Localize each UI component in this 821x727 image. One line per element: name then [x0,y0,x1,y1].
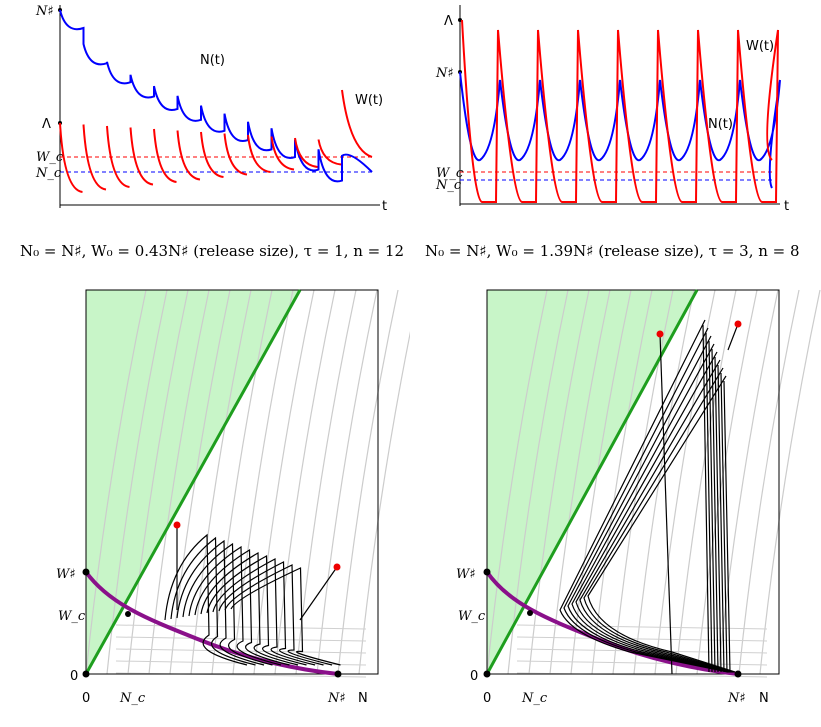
start-point [656,330,664,338]
n-series-line [59,9,373,183]
y-tick-zero: 0 [70,669,78,684]
x-tick-zero: 0 [82,691,90,706]
tick-label-lambda: Λ [42,117,51,132]
boundary-line [84,289,302,675]
release-segment [727,323,739,351]
top-left-chart: N♯ Λ W_c N_c t N(t) W(t) [35,4,387,214]
x-tick-nsharp: N♯ [327,691,346,706]
start-point [734,320,742,328]
tick-label-nsharp: N♯ [35,4,54,19]
x-axis-label: N [358,691,368,706]
w-series-label: W(t) [355,93,383,108]
n-series-label: N(t) [708,117,733,132]
n-series-label: N(t) [200,53,225,68]
bottom-right-phase-portrait: W♯ W_c 0 0 N_c N♯ N [456,289,821,706]
release-segment [659,333,673,675]
tick-label-nsharp: N♯ [435,66,454,81]
equilibrium-point [334,670,342,678]
tick-label-wc: W_c [436,166,464,181]
w-series-line [461,19,779,203]
caption-left: N₀ = N♯, W₀ = 0.43N♯ (release size), τ =… [20,242,405,260]
y-tick-wc: W_c [458,609,486,624]
tick-label-nc: N_c [35,166,62,181]
x-tick-nc: N_c [119,691,146,706]
bottom-left-phase-portrait: W♯ W_c 0 0 N_c N♯ N [56,289,410,706]
boundary-line [485,289,699,675]
y-tick-wsharp: W♯ [456,567,476,582]
equilibrium-point [82,568,90,576]
trajectories [164,533,341,666]
equilibrium-point [82,670,90,678]
equilibrium-point [125,611,131,617]
top-right-chart: Λ N♯ W_c N_c t N(t) W(t) [435,5,789,214]
w-series-line [59,89,373,193]
x-axis-label: t [784,199,789,214]
w-series-label: W(t) [746,39,774,54]
equilibrium-point [527,610,533,616]
caption-right: N₀ = N♯, W₀ = 1.39N♯ (release size), τ =… [425,242,800,260]
x-tick-nsharp: N♯ [727,691,746,706]
y-tick-wc: W_c [58,609,86,624]
tick-dot [458,18,462,22]
start-point [173,521,181,529]
nullcline-curve [84,570,339,676]
tick-label-lambda: Λ [444,14,453,29]
equilibrium-point [483,670,491,678]
x-tick-nc: N_c [521,691,548,706]
x-axis-label: N [759,691,769,706]
n-series-line [459,71,781,189]
equilibrium-point [734,670,742,678]
start-point [333,563,341,571]
x-axis-label: t [382,199,387,214]
x-tick-zero: 0 [483,691,491,706]
plot-frame [486,289,780,675]
trajectories [559,319,736,673]
plot-frame [85,289,379,675]
tick-label-nc: N_c [435,178,462,193]
release-segment [299,566,338,621]
y-tick-wsharp: W♯ [56,567,76,582]
tick-label-wc: W_c [36,150,64,165]
equilibrium-point [483,568,491,576]
y-tick-zero: 0 [470,669,478,684]
